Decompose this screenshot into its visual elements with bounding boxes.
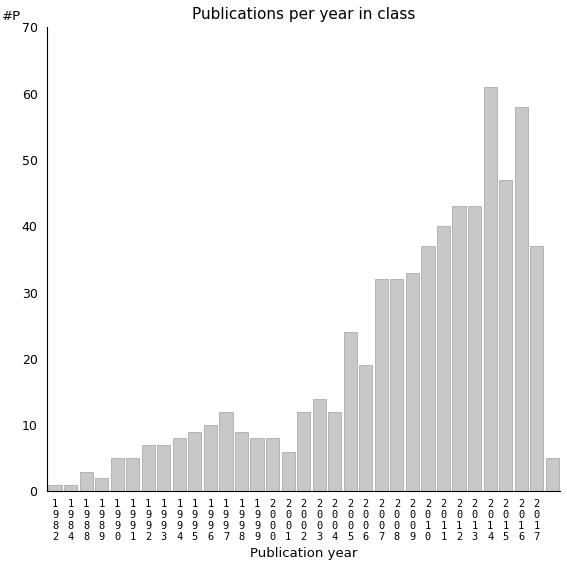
Bar bbox=[484, 87, 497, 492]
Bar bbox=[173, 438, 186, 492]
Bar bbox=[545, 458, 559, 492]
Bar bbox=[142, 445, 155, 492]
Bar bbox=[64, 485, 77, 492]
Bar bbox=[375, 280, 388, 492]
Bar bbox=[251, 438, 264, 492]
Bar bbox=[312, 399, 326, 492]
Bar bbox=[204, 425, 217, 492]
Bar bbox=[328, 412, 341, 492]
Bar bbox=[359, 366, 373, 492]
Bar bbox=[188, 432, 201, 492]
Bar bbox=[111, 458, 124, 492]
Bar bbox=[157, 445, 171, 492]
Bar bbox=[126, 458, 139, 492]
Bar bbox=[421, 246, 434, 492]
Bar bbox=[266, 438, 279, 492]
Bar bbox=[297, 412, 310, 492]
Bar bbox=[282, 452, 295, 492]
Bar bbox=[499, 180, 512, 492]
Bar bbox=[390, 280, 404, 492]
Bar bbox=[79, 472, 93, 492]
Bar bbox=[468, 206, 481, 492]
Bar bbox=[95, 478, 108, 492]
X-axis label: Publication year: Publication year bbox=[250, 547, 357, 560]
Bar bbox=[530, 246, 543, 492]
Bar bbox=[452, 206, 466, 492]
Title: Publications per year in class: Publications per year in class bbox=[192, 7, 416, 22]
Bar bbox=[406, 273, 419, 492]
Bar bbox=[48, 485, 62, 492]
Bar bbox=[515, 107, 528, 492]
Bar bbox=[235, 432, 248, 492]
Y-axis label: #P: #P bbox=[2, 10, 21, 23]
Bar bbox=[437, 226, 450, 492]
Bar bbox=[219, 412, 232, 492]
Bar bbox=[344, 332, 357, 492]
